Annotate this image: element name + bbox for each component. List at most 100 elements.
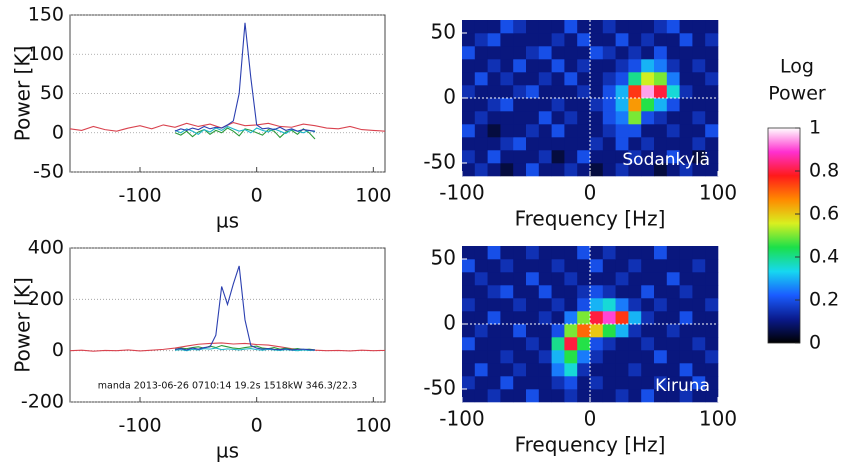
cell [615,311,629,325]
cell [679,137,693,151]
cell [462,311,476,325]
cell [692,311,706,325]
cell [538,163,552,177]
cell [590,311,604,325]
cell [538,85,552,99]
cell [462,33,476,47]
cell [474,350,488,364]
cell [590,33,604,47]
cell [628,85,642,99]
station-label: Sodankylä [622,150,710,170]
cell [628,33,642,47]
colorbar: 0 0.2 0.4 0.6 0.8 1 Log Power [767,56,839,354]
cell [538,72,552,86]
cell [628,272,642,286]
cell [487,46,501,60]
colorbar-tick-label: 1 [809,117,821,139]
cell [679,259,693,273]
cell [654,272,668,286]
cell [590,324,604,338]
cell [705,350,719,364]
cell [577,246,591,260]
cell [679,376,693,390]
cell [628,324,642,338]
cell [474,150,488,164]
cell [564,363,578,377]
cell [538,376,552,390]
cell [474,246,488,260]
cell [513,389,527,403]
cell [628,389,642,403]
cell [513,33,527,47]
cell [538,150,552,164]
x-axis-label: µs [216,209,239,233]
cell [551,111,565,125]
cell [500,72,514,86]
cell [615,389,629,403]
cell [654,259,668,273]
cell [679,72,693,86]
cell [462,46,476,60]
cell [551,33,565,47]
cell [590,363,604,377]
cell [692,59,706,73]
cell [526,137,540,151]
y-tick-label: 400 [28,237,64,259]
cell [551,350,565,364]
cell [641,72,655,86]
cell [615,20,629,34]
cell [666,376,680,390]
cell [487,150,501,164]
cell [705,324,719,338]
cell [705,246,719,260]
cell [666,124,680,138]
cell [692,150,706,164]
cell [692,259,706,273]
cell [666,389,680,403]
cell [513,98,527,112]
cell [526,85,540,99]
cell [551,137,565,151]
cell [500,272,514,286]
x-axis-label: Frequency [Hz] [515,207,666,231]
cell [705,33,719,47]
cell [692,389,706,403]
cell [487,259,501,273]
cell [462,285,476,299]
cell [474,59,488,73]
cell [551,363,565,377]
cell [615,137,629,151]
cell [628,259,642,273]
cell [513,124,527,138]
cell [590,246,604,260]
x-tick-label: 100 [699,407,737,431]
cell [513,350,527,364]
cell [641,272,655,286]
cell [474,337,488,351]
cell [564,285,578,299]
cell [487,298,501,312]
cell [538,246,552,260]
cell [462,324,476,338]
cell [474,324,488,338]
cell [577,98,591,112]
cell [705,111,719,125]
cell [526,20,540,34]
cell [705,150,719,164]
cell [628,337,642,351]
cell [679,337,693,351]
cell [526,324,540,338]
cell [538,20,552,34]
cell [564,72,578,86]
cell [654,59,668,73]
cell [500,298,514,312]
y-tick-label: 100 [28,43,64,65]
cell [666,98,680,112]
cell [654,337,668,351]
cell [500,350,514,364]
cell [654,389,668,403]
cell [474,285,488,299]
cell [526,46,540,60]
cell [487,85,501,99]
cell [487,33,501,47]
